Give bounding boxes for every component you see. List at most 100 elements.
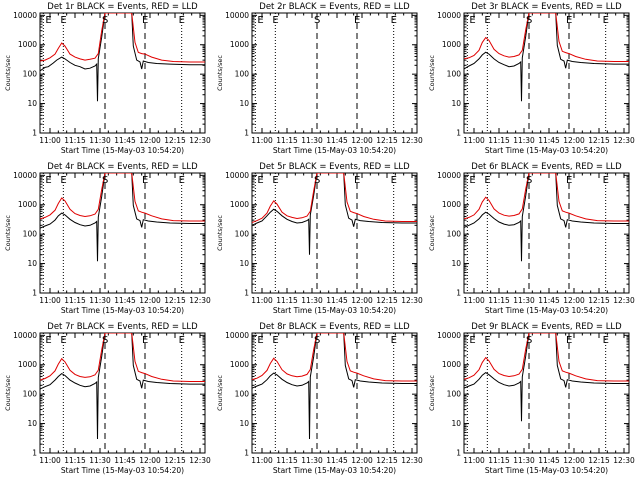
x-tick-label: 11:00 bbox=[39, 456, 61, 465]
y-tick-label: 10000 bbox=[13, 11, 37, 20]
panel-title: Det 1r BLACK = Events, RED = LLD bbox=[47, 2, 198, 12]
marker-label-s: S bbox=[102, 15, 108, 26]
panel-det-8r: Det 8r BLACK = Events, RED = LLD 1 10 100 10… bbox=[216, 322, 423, 475]
x-tick-label: 12:00 bbox=[563, 456, 585, 465]
y-tick-label: 1000 bbox=[230, 360, 249, 369]
panel-det-2r: Det 2r BLACK = Events, RED = LLD 1 10 100 10… bbox=[216, 2, 423, 155]
marker-label-s: S bbox=[526, 335, 532, 346]
panel-det-7r: Det 7r BLACK = Events, RED = LLD 1 10 100 10… bbox=[4, 322, 211, 475]
y-tick-label: 10 bbox=[451, 259, 461, 268]
x-tick-label: 12:30 bbox=[613, 296, 635, 305]
x-tick-label: 11:45 bbox=[538, 456, 560, 465]
x-tick-label: 11:45 bbox=[326, 456, 348, 465]
series-events-line bbox=[40, 173, 205, 262]
marker-label-e: E bbox=[142, 335, 148, 346]
plot-frame bbox=[463, 12, 630, 134]
marker-label-e: E bbox=[469, 335, 475, 346]
x-tick-label: 12:30 bbox=[401, 296, 423, 305]
panel-title: Det 7r BLACK = Events, RED = LLD bbox=[47, 322, 198, 332]
series-events-line bbox=[40, 333, 205, 440]
x-tick-label: 11:00 bbox=[39, 136, 61, 145]
marker-label-e: E bbox=[257, 15, 263, 26]
y-tick-label: 10 bbox=[27, 99, 37, 108]
x-axis-label: Start Time (15-May-03 10:54:20) bbox=[61, 306, 184, 315]
marker-label-e: E bbox=[603, 15, 609, 26]
panel-det-6r: Det 6r BLACK = Events, RED = LLD 1 10 100 10… bbox=[428, 162, 635, 315]
y-tick-label: 1 bbox=[244, 449, 249, 458]
x-tick-label: 12:15 bbox=[588, 456, 610, 465]
panel-title: Det 2r BLACK = Events, RED = LLD bbox=[259, 2, 410, 12]
panel-det-4r: Det 4r BLACK = Events, RED = LLD 1 10 100 10… bbox=[4, 162, 211, 315]
x-tick-label: 11:00 bbox=[39, 296, 61, 305]
y-tick-label: 100 bbox=[23, 70, 38, 79]
x-axis-label: Start Time (15-May-03 10:54:20) bbox=[61, 146, 184, 155]
plot-data-area bbox=[464, 173, 629, 293]
x-tick-label: 12:30 bbox=[401, 456, 423, 465]
series-events-line bbox=[252, 333, 417, 440]
y-tick-label: 1000 bbox=[442, 360, 461, 369]
plot-data-area bbox=[464, 13, 629, 133]
y-tick-label: 1000 bbox=[230, 200, 249, 209]
y-tick-label: 10 bbox=[239, 99, 249, 108]
x-tick-label: 11:15 bbox=[276, 296, 298, 305]
x-tick-label: 12:15 bbox=[164, 456, 186, 465]
y-tick-label: 10 bbox=[239, 259, 249, 268]
y-axis-label: Counts/sec bbox=[4, 55, 12, 91]
y-axis-label: Counts/sec bbox=[216, 215, 224, 251]
marker-label-e: E bbox=[45, 335, 51, 346]
x-tick-label: 12:30 bbox=[189, 296, 211, 305]
x-axis-label: Start Time (15-May-03 10:54:20) bbox=[273, 306, 396, 315]
plot-data-area bbox=[40, 333, 205, 453]
plot-frame bbox=[39, 12, 206, 134]
x-tick-label: 11:15 bbox=[64, 456, 86, 465]
marker-label-s: S bbox=[314, 335, 320, 346]
x-tick-label: 11:30 bbox=[301, 456, 323, 465]
marker-label-e: E bbox=[272, 15, 278, 26]
y-axis-label: Counts/sec bbox=[428, 55, 436, 91]
x-tick-label: 11:30 bbox=[301, 296, 323, 305]
x-axis-label: Start Time (15-May-03 10:54:20) bbox=[273, 466, 396, 475]
marker-label-e: E bbox=[484, 15, 490, 26]
marker-label-e: E bbox=[60, 15, 66, 26]
y-axis-label: Counts/sec bbox=[216, 375, 224, 411]
x-tick-label: 11:45 bbox=[114, 136, 136, 145]
marker-label-e: E bbox=[354, 335, 360, 346]
x-tick-label: 12:30 bbox=[189, 136, 211, 145]
marker-label-e: E bbox=[45, 15, 51, 26]
panel-det-1r: Det 1r BLACK = Events, RED = LLD 1 10 100 10… bbox=[4, 2, 211, 155]
x-tick-label: 12:30 bbox=[189, 456, 211, 465]
x-axis-label: Start Time (15-May-03 10:54:20) bbox=[485, 146, 608, 155]
plot-frame bbox=[251, 172, 418, 294]
marker-label-e: E bbox=[257, 335, 263, 346]
series-lld-line bbox=[40, 13, 205, 63]
marker-label-e: E bbox=[603, 175, 609, 186]
series-events-line bbox=[464, 173, 629, 262]
plot-frame bbox=[463, 172, 630, 294]
x-tick-label: 11:45 bbox=[538, 136, 560, 145]
x-tick-label: 11:00 bbox=[463, 296, 485, 305]
y-tick-label: 1 bbox=[32, 289, 37, 298]
x-tick-label: 12:00 bbox=[351, 456, 373, 465]
x-tick-label: 11:30 bbox=[301, 136, 323, 145]
y-tick-label: 10000 bbox=[437, 171, 461, 180]
marker-label-s: S bbox=[102, 335, 108, 346]
y-axis-label: Counts/sec bbox=[4, 375, 12, 411]
marker-label-e: E bbox=[179, 15, 185, 26]
y-tick-label: 100 bbox=[23, 230, 38, 239]
plot-frame bbox=[251, 12, 418, 134]
y-tick-label: 1000 bbox=[442, 200, 461, 209]
marker-label-e: E bbox=[45, 175, 51, 186]
x-tick-label: 12:00 bbox=[351, 136, 373, 145]
x-tick-label: 11:00 bbox=[251, 456, 273, 465]
y-tick-label: 1000 bbox=[230, 40, 249, 49]
y-tick-label: 10000 bbox=[13, 331, 37, 340]
series-lld-line bbox=[40, 333, 205, 382]
x-tick-label: 11:45 bbox=[326, 296, 348, 305]
y-tick-label: 100 bbox=[447, 70, 462, 79]
marker-label-e: E bbox=[391, 15, 397, 26]
x-tick-label: 12:30 bbox=[401, 136, 423, 145]
series-lld-line bbox=[464, 13, 629, 62]
x-tick-label: 11:00 bbox=[463, 456, 485, 465]
y-axis-label: Counts/sec bbox=[216, 55, 224, 91]
x-tick-label: 12:15 bbox=[376, 296, 398, 305]
